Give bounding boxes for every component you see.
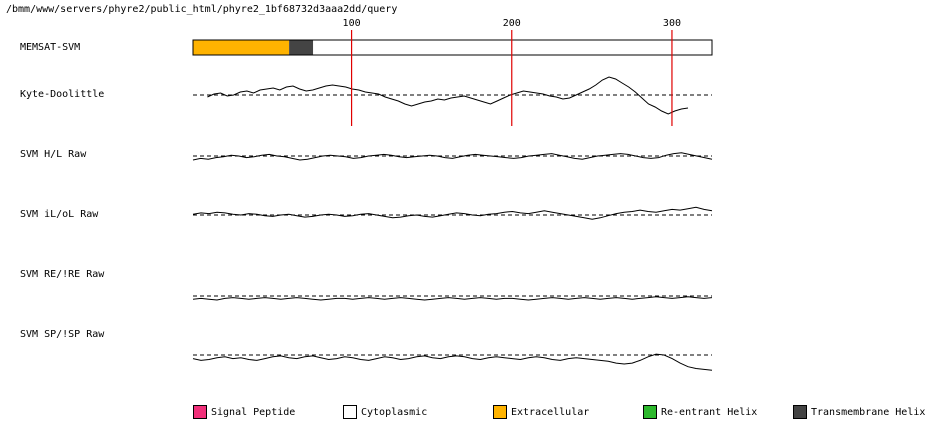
ruler-tick-label-100: 100 bbox=[343, 18, 361, 29]
ruler-tick-label-200: 200 bbox=[503, 18, 521, 29]
memsat-segment-0 bbox=[193, 40, 290, 55]
legend-label-signal-peptide: Signal Peptide bbox=[211, 406, 296, 418]
memsat-segment-2 bbox=[313, 40, 712, 55]
track-label-svm-hl: SVM H/L Raw bbox=[20, 149, 87, 160]
memsat-bar-outline bbox=[192, 39, 713, 56]
legend-label-cytoplasmic: Cytoplasmic bbox=[361, 406, 428, 418]
legend-signal-peptide: Signal Peptide bbox=[193, 404, 295, 420]
track-label-svm-iloL: SVM iL/oL Raw bbox=[20, 209, 99, 220]
track-label-kyte-doolittle: Kyte-Doolittle bbox=[20, 89, 105, 100]
legend-swatch-transmembrane-helix bbox=[793, 405, 807, 419]
query-path-title: /bmm/www/servers/phyre2/public_html/phyr… bbox=[6, 4, 398, 15]
legend-swatch-cytoplasmic bbox=[343, 405, 357, 419]
track-label-svm-re: SVM RE/!RE Raw bbox=[20, 269, 105, 280]
series-line-4 bbox=[192, 353, 713, 371]
series-line-0 bbox=[207, 76, 689, 115]
ruler-tick-label-300: 300 bbox=[663, 18, 681, 29]
legend-swatch-signal-peptide bbox=[193, 405, 207, 419]
series-line-1 bbox=[192, 152, 713, 161]
legend-label-extracellular: Extracellular bbox=[511, 406, 590, 418]
memsat-segment-1 bbox=[289, 40, 314, 55]
legend-extracellular: Extracellular bbox=[493, 404, 589, 420]
legend-label-transmembrane-helix: Transmembrane Helix bbox=[811, 406, 926, 418]
series-line-2 bbox=[192, 206, 713, 220]
series-line-3 bbox=[192, 296, 713, 301]
legend-cytoplasmic: Cytoplasmic bbox=[343, 404, 427, 420]
track-label-svm-sp: SVM SP/!SP Raw bbox=[20, 329, 105, 340]
legend-swatch-reentrant-helix bbox=[643, 405, 657, 419]
track-label-memsat: MEMSAT-SVM bbox=[20, 42, 81, 53]
legend-label-reentrant-helix: Re-entrant Helix bbox=[661, 406, 758, 418]
legend-reentrant-helix: Re-entrant Helix bbox=[643, 404, 757, 420]
legend-transmembrane-helix: Transmembrane Helix bbox=[793, 404, 925, 420]
legend-swatch-extracellular bbox=[493, 405, 507, 419]
